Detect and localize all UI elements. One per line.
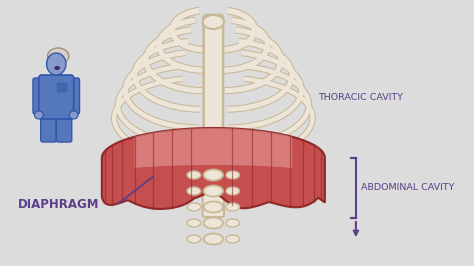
Ellipse shape: [187, 171, 201, 179]
Ellipse shape: [226, 171, 239, 179]
Polygon shape: [102, 128, 325, 209]
Ellipse shape: [226, 187, 239, 195]
Ellipse shape: [69, 111, 78, 119]
FancyBboxPatch shape: [33, 78, 45, 114]
Ellipse shape: [46, 53, 66, 75]
FancyBboxPatch shape: [57, 83, 67, 92]
FancyBboxPatch shape: [41, 112, 56, 142]
FancyBboxPatch shape: [39, 75, 73, 119]
Text: ABDOMINAL CAVITY: ABDOMINAL CAVITY: [361, 184, 454, 193]
Ellipse shape: [35, 111, 43, 119]
Ellipse shape: [187, 219, 201, 227]
Ellipse shape: [204, 202, 223, 213]
FancyBboxPatch shape: [203, 146, 224, 217]
Ellipse shape: [203, 15, 224, 29]
Polygon shape: [135, 128, 292, 168]
Text: THORACIC CAVITY: THORACIC CAVITY: [318, 94, 403, 102]
Ellipse shape: [226, 203, 239, 211]
Ellipse shape: [226, 235, 239, 243]
FancyBboxPatch shape: [56, 112, 72, 142]
Text: DIAPHRAGM: DIAPHRAGM: [18, 198, 99, 211]
Ellipse shape: [187, 187, 201, 195]
FancyBboxPatch shape: [68, 78, 80, 114]
Ellipse shape: [187, 203, 201, 211]
Ellipse shape: [187, 235, 201, 243]
Ellipse shape: [204, 185, 223, 197]
Ellipse shape: [47, 48, 69, 64]
Ellipse shape: [226, 219, 239, 227]
FancyBboxPatch shape: [204, 15, 223, 151]
Ellipse shape: [204, 218, 223, 228]
FancyBboxPatch shape: [51, 72, 61, 80]
Ellipse shape: [55, 66, 60, 70]
Ellipse shape: [204, 234, 223, 244]
Ellipse shape: [204, 169, 223, 181]
